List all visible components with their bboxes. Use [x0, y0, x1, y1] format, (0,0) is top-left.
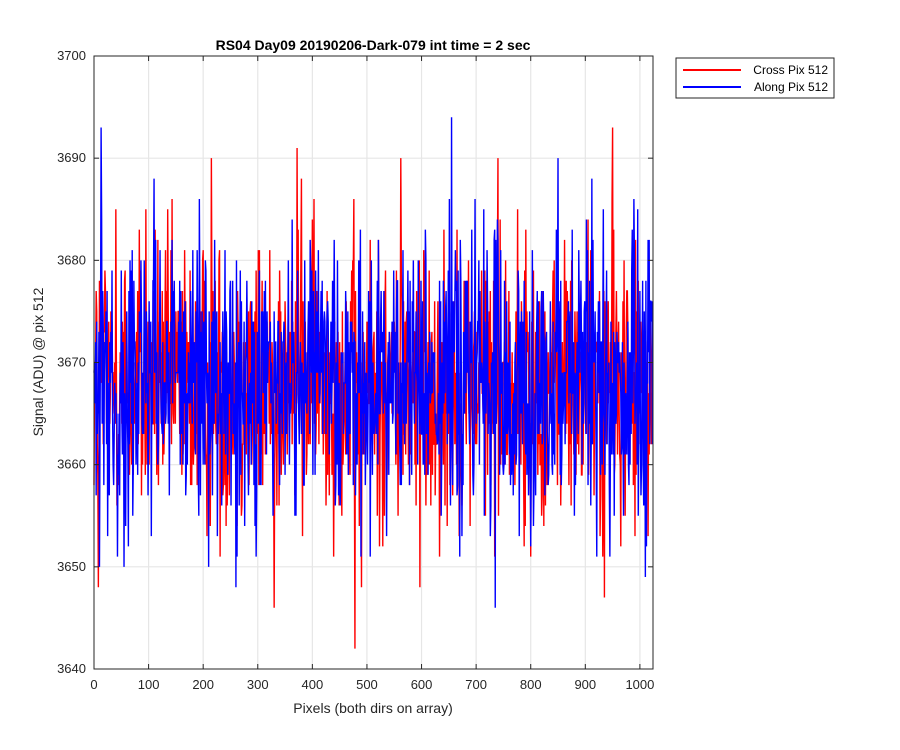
- legend: Cross Pix 512 Along Pix 512: [675, 57, 835, 99]
- y-tick-label: 3680: [57, 252, 86, 267]
- x-tick-label: 600: [411, 677, 433, 692]
- series-line-along: [93, 117, 654, 608]
- y-tick-label: 3640: [57, 661, 86, 676]
- x-tick-label: 300: [247, 677, 269, 692]
- x-tick-label: 200: [192, 677, 214, 692]
- legend-label-cross: Cross Pix 512: [753, 63, 828, 77]
- y-tick-label: 3660: [57, 457, 86, 472]
- series-layer: [93, 117, 654, 649]
- x-tick-label: 800: [520, 677, 542, 692]
- x-tick-label: 1000: [625, 677, 654, 692]
- y-tick-label: 3690: [57, 150, 86, 165]
- legend-box: [675, 57, 835, 99]
- x-tick-label: 900: [574, 677, 596, 692]
- x-tick-label: 400: [302, 677, 324, 692]
- y-tick-label: 3700: [57, 48, 86, 63]
- y-axis-label: Signal (ADU) @ pix 512: [30, 287, 46, 436]
- x-tick-label: 500: [356, 677, 378, 692]
- legend-label-along: Along Pix 512: [754, 80, 828, 94]
- axes: 0 100 200 300 400 500 600 700 800 900 1000 3640 3650…: [57, 48, 654, 692]
- x-tick-label: 700: [465, 677, 487, 692]
- plot-area: 0 100 200 300 400 500 600 700 800 900 1000 3640 3650…: [57, 48, 654, 692]
- x-tick-label: 100: [138, 677, 160, 692]
- y-tick-label: 3670: [57, 355, 86, 370]
- chart-title: RS04 Day09 20190206-Dark-079 int time = …: [216, 37, 531, 53]
- x-axis-label: Pixels (both dirs on array): [293, 700, 453, 716]
- y-tick-label: 3650: [57, 559, 86, 574]
- x-tick-label: 0: [90, 677, 97, 692]
